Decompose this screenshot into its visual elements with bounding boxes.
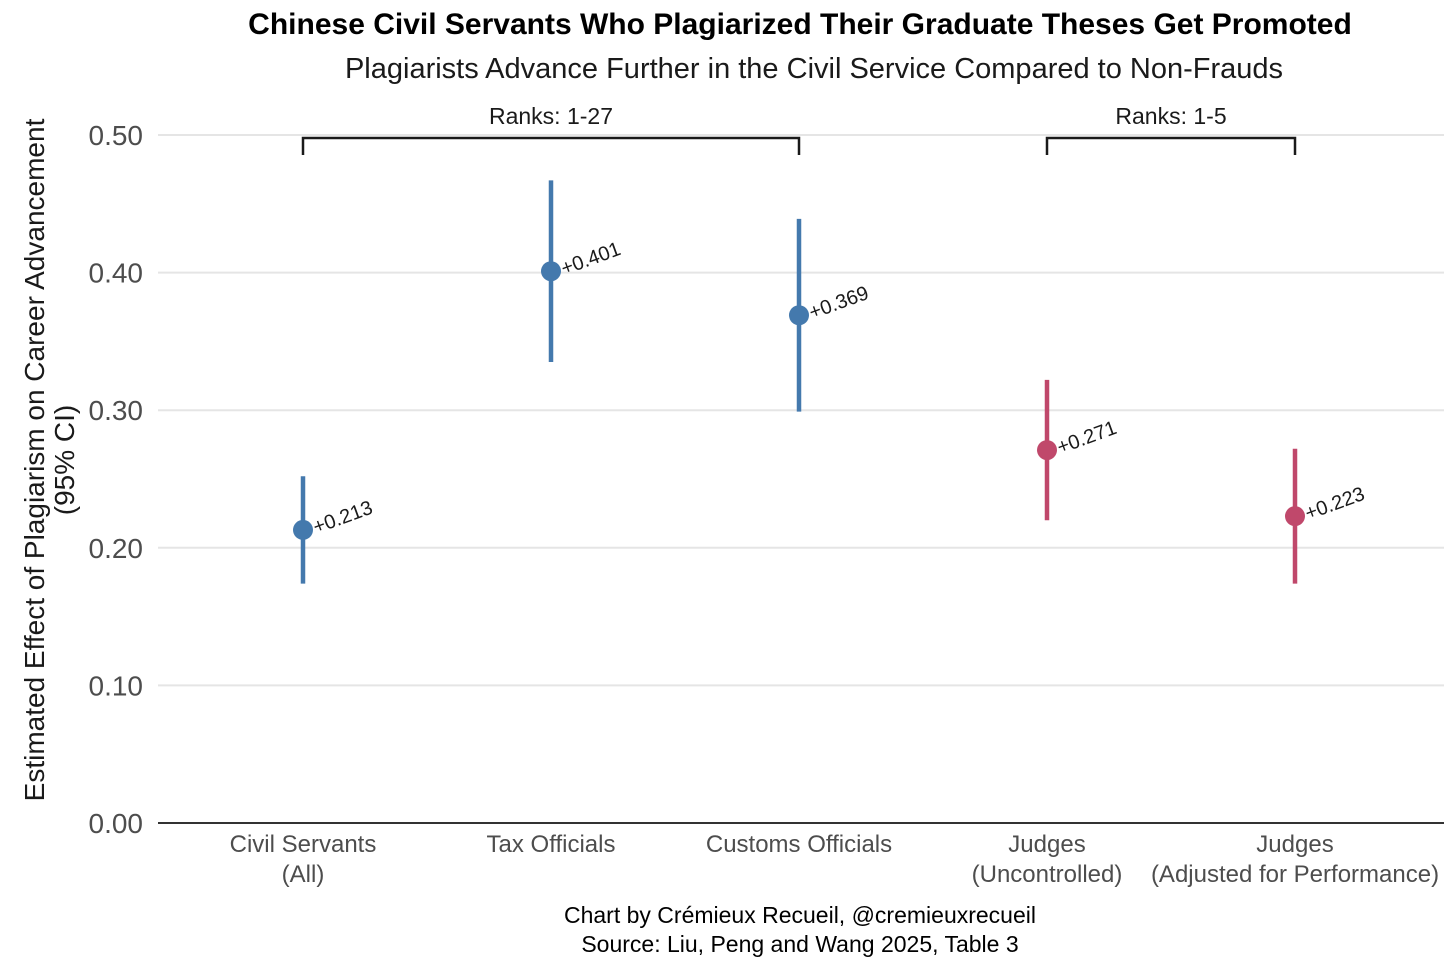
point-estimate: [541, 261, 561, 282]
y-axis-label-line1: Estimated Effect of Plagiarism on Career…: [19, 118, 50, 801]
data-points: +0.213 +0.401 +0.369 +0.271 +0.223: [293, 180, 1368, 584]
x-tick-labels: Civil Servants (All) Tax Officials Customs …: [230, 831, 1439, 888]
y-tick-label: 0.30: [89, 395, 144, 426]
caption-credit: Chart by Crémieux Recueil, @cremieuxrecu…: [564, 902, 1036, 928]
point-estimate: [789, 305, 809, 326]
point-estimate: [293, 519, 313, 540]
chart-title: Chinese Civil Servants Who Plagiarized T…: [248, 8, 1352, 41]
x-tick-label: Judges: [1008, 831, 1085, 858]
y-tick-label: 0.20: [89, 533, 144, 564]
point-estimate: [1037, 440, 1057, 461]
data-label: +0.213: [310, 497, 376, 539]
chart-subtitle: Plagiarists Advance Further in the Civil…: [345, 53, 1283, 85]
group-bracket-label: Ranks: 1-5: [1115, 103, 1226, 129]
data-label: +0.401: [558, 238, 624, 280]
x-tick-label-line2: (All): [282, 861, 325, 888]
point-estimate: [1285, 506, 1305, 527]
y-tick-labels: 0.00 0.10 0.20 0.30 0.40 0.50: [89, 120, 144, 839]
data-label: +0.271: [1054, 417, 1120, 459]
x-tick-label: Civil Servants: [230, 831, 377, 858]
data-label: +0.223: [1302, 483, 1368, 525]
group-bracket-label: Ranks: 1-27: [489, 103, 613, 129]
data-label: +0.369: [806, 282, 872, 324]
x-tick-label: Judges: [1256, 831, 1333, 858]
y-tick-label: 0.10: [89, 670, 144, 701]
y-axis-label-line2: (95% CI): [49, 405, 80, 515]
x-tick-label: Customs Officials: [706, 831, 892, 858]
y-tick-label: 0.50: [89, 120, 144, 151]
x-tick-label: Tax Officials: [487, 831, 616, 858]
x-tick-label-line2: (Uncontrolled): [972, 861, 1123, 888]
y-axis-label: Estimated Effect of Plagiarism on Career…: [19, 118, 80, 801]
x-tick-label-line2: (Adjusted for Performance): [1151, 861, 1439, 888]
y-tick-label: 0.40: [89, 258, 144, 289]
caption-source: Source: Liu, Peng and Wang 2025, Table 3: [581, 931, 1018, 957]
group-brackets: Ranks: 1-27 Ranks: 1-5: [301, 103, 1297, 155]
group-bracket: [301, 136, 801, 155]
y-tick-label: 0.00: [89, 808, 144, 839]
group-bracket: [1045, 136, 1297, 155]
